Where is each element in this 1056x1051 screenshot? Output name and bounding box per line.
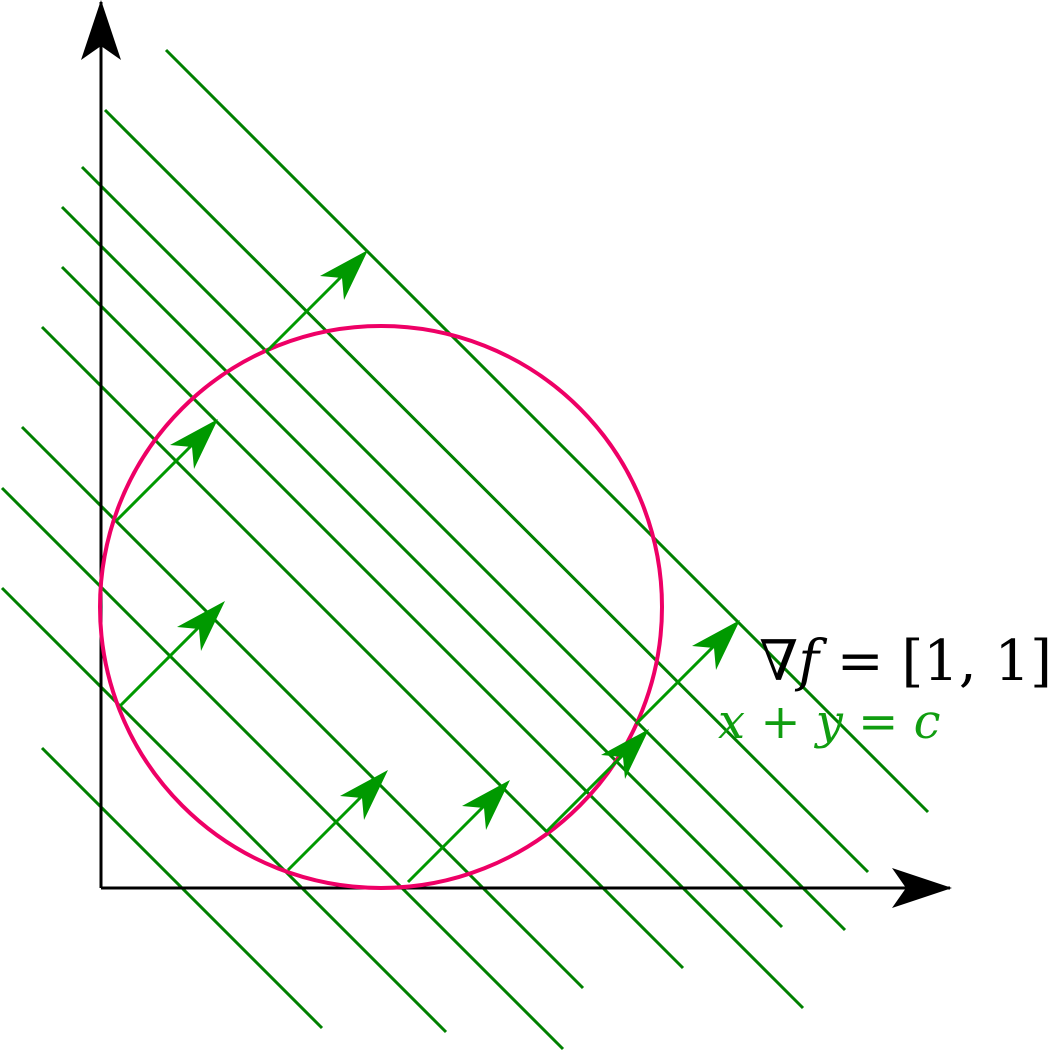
level-line xyxy=(164,48,930,814)
gradient-label: ∇f = [1, 1] xyxy=(759,629,1052,694)
gradient-arrow xyxy=(544,729,649,834)
level-line xyxy=(60,265,805,1010)
level-line xyxy=(40,325,685,970)
gradient-arrow xyxy=(264,250,368,354)
level-line xyxy=(80,165,847,932)
level-line xyxy=(60,205,784,929)
level-line xyxy=(20,425,585,990)
constraint-circle xyxy=(98,324,664,890)
level-line xyxy=(0,486,565,1051)
gradient-arrow xyxy=(406,780,510,884)
level-line xyxy=(103,108,870,874)
level-lines xyxy=(0,48,930,1051)
axes xyxy=(81,0,952,908)
level-line xyxy=(0,586,448,1034)
gradient-arrow xyxy=(286,770,388,872)
gradient-arrow xyxy=(114,419,218,523)
gradient-arrows xyxy=(114,250,740,884)
gradient-arrow xyxy=(118,601,225,708)
gradient-arrow xyxy=(634,620,740,726)
level-set-label: x + y = c xyxy=(718,694,941,750)
